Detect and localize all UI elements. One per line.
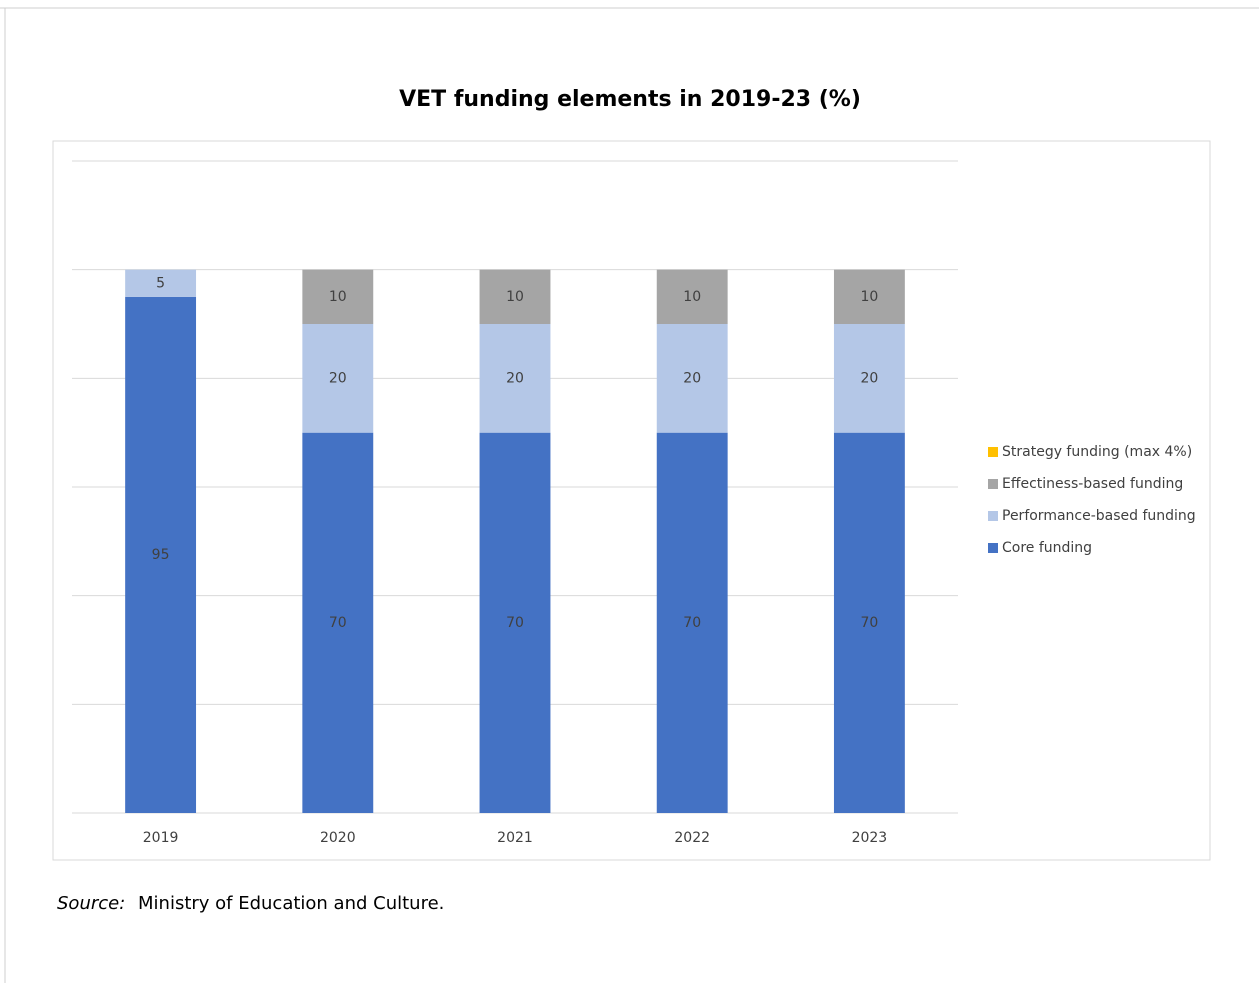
x-tick-label: 2019 bbox=[143, 830, 179, 846]
bar-segment bbox=[833, 432, 905, 813]
x-tick-label: 2020 bbox=[320, 830, 356, 846]
chart-title: VET funding elements in 2019-23 (%) bbox=[399, 87, 861, 112]
x-tick-label: 2023 bbox=[852, 830, 888, 846]
bar-segment bbox=[125, 296, 197, 813]
bar-segment bbox=[125, 269, 197, 297]
bar-segment bbox=[302, 432, 374, 813]
legend-swatch bbox=[988, 543, 998, 553]
legend-label: Performance-based funding bbox=[1002, 508, 1196, 524]
data-label: 10 bbox=[506, 289, 524, 305]
bar-segment bbox=[656, 324, 728, 433]
bar-segment bbox=[479, 324, 551, 433]
bar-segment bbox=[656, 432, 728, 813]
bar-segment bbox=[302, 324, 374, 433]
source-label: Source: bbox=[57, 893, 125, 914]
data-label: 10 bbox=[683, 289, 701, 305]
data-label: 5 bbox=[156, 275, 165, 291]
x-tick-label: 2022 bbox=[674, 830, 710, 846]
bar-segment bbox=[833, 324, 905, 433]
legend-label: Effectiness-based funding bbox=[1002, 476, 1183, 492]
data-label: 20 bbox=[329, 370, 347, 386]
bar-segment bbox=[833, 269, 905, 324]
data-label: 70 bbox=[506, 615, 524, 631]
x-tick-label: 2021 bbox=[497, 830, 533, 846]
data-label: 20 bbox=[860, 370, 878, 386]
legend-swatch bbox=[988, 447, 998, 457]
data-label: 10 bbox=[860, 289, 878, 305]
data-label: 70 bbox=[329, 615, 347, 631]
data-label: 20 bbox=[506, 370, 524, 386]
legend-swatch bbox=[988, 511, 998, 521]
source: Ministry of Education and Culture. bbox=[138, 893, 444, 914]
legend-label: Core funding bbox=[1002, 540, 1092, 556]
chart-frame bbox=[52, 140, 1211, 861]
bar-segment bbox=[479, 432, 551, 813]
data-label: 10 bbox=[329, 289, 347, 305]
data-label: 20 bbox=[683, 370, 701, 386]
legend-swatch bbox=[988, 479, 998, 489]
data-label: 95 bbox=[152, 547, 170, 563]
bar-segment bbox=[656, 269, 728, 324]
bar-segment bbox=[479, 269, 551, 324]
legend-label: Strategy funding (max 4%) bbox=[1002, 444, 1192, 460]
bar-segment bbox=[302, 269, 374, 324]
data-label: 70 bbox=[860, 615, 878, 631]
data-label: 70 bbox=[683, 615, 701, 631]
